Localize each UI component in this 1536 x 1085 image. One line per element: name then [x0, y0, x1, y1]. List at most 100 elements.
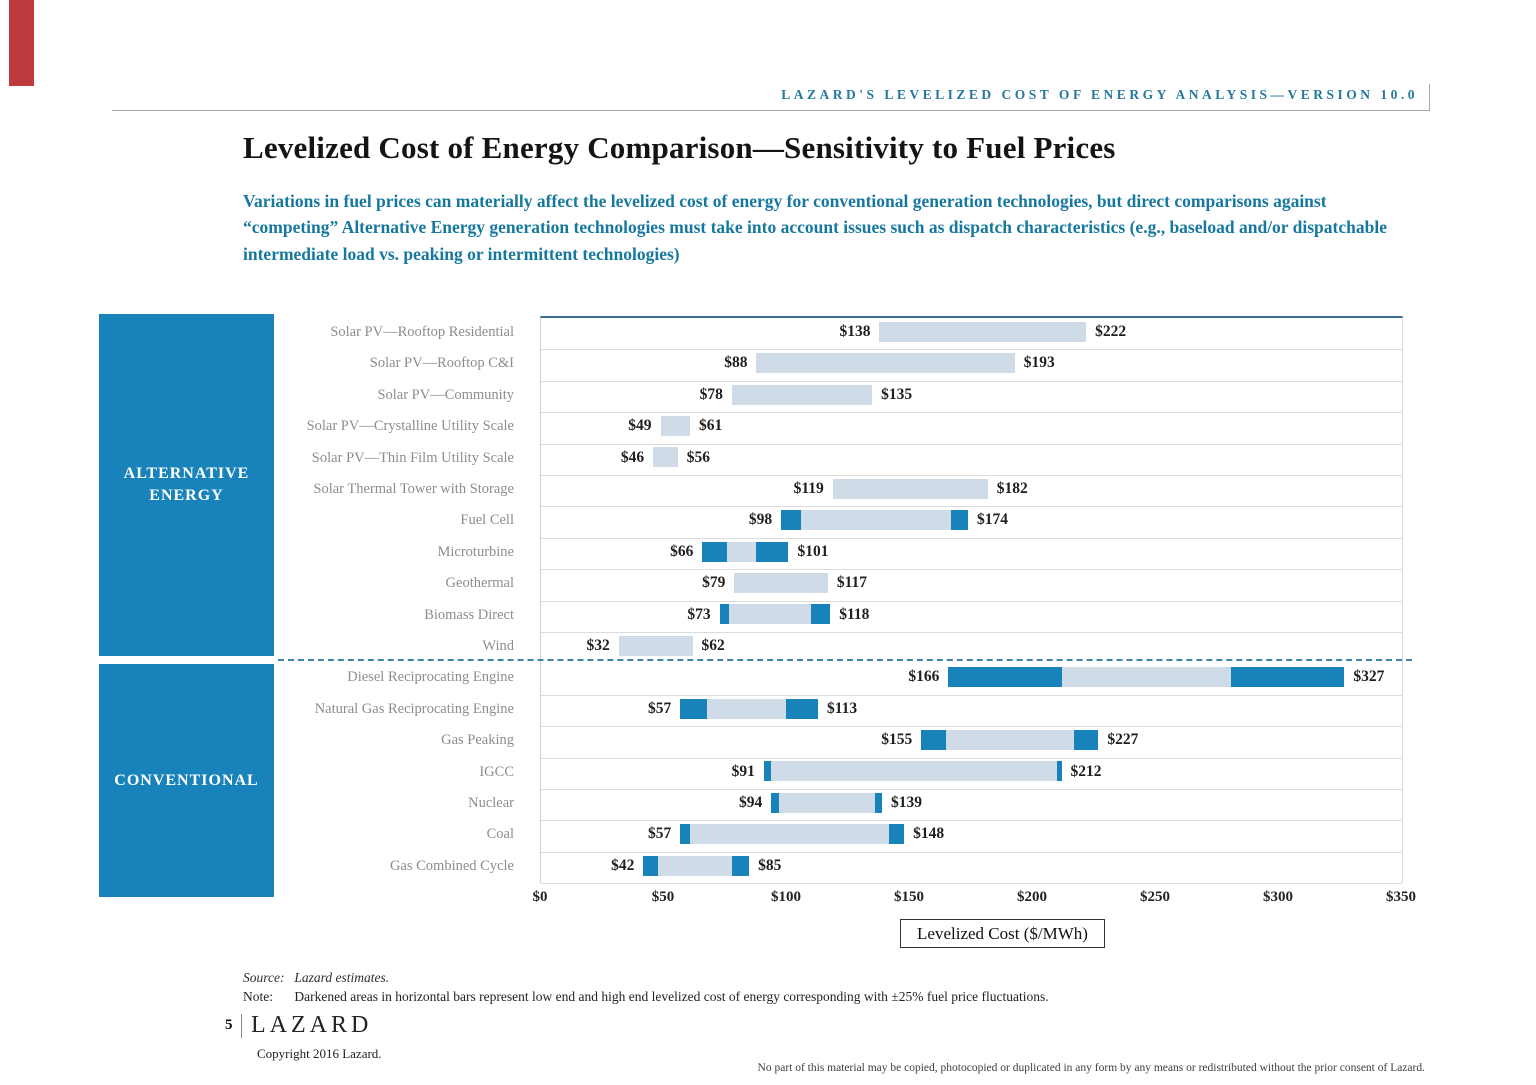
row-separator [541, 820, 1402, 822]
row-separator [541, 412, 1402, 414]
row-separator [541, 851, 1402, 853]
fuel-sensitivity-low-segment [680, 824, 691, 845]
x-axis-tick-label: $350 [1386, 889, 1416, 905]
low-value-label: $32 [586, 637, 610, 654]
low-value-label: $78 [699, 385, 723, 403]
source-line: Source: Lazard estimates. [243, 970, 389, 986]
page-number-divider [241, 1014, 242, 1038]
low-value-label: $79 [702, 574, 726, 592]
fuel-sensitivity-high-segment [874, 792, 882, 813]
range-bar [763, 761, 1062, 782]
note-label: Note: [243, 989, 273, 1004]
high-value-label: $182 [996, 480, 1028, 497]
range-bar [618, 635, 693, 656]
fuel-sensitivity-high-segment [1056, 761, 1062, 782]
section-divider-dashed-line [278, 659, 1412, 661]
row-label: Wind [482, 638, 514, 654]
base-range-segment [756, 353, 1015, 374]
row-label: Microturbine [437, 543, 514, 560]
row-label: IGCC [479, 763, 514, 780]
row-label: Fuel Cell [460, 512, 514, 529]
high-value-label: $148 [913, 825, 945, 843]
row-label: Solar PV—Rooftop C&I [369, 355, 514, 372]
low-value-label: $98 [748, 511, 773, 529]
fuel-sensitivity-low-segment [781, 510, 801, 531]
header-rule [112, 110, 1430, 111]
base-range-segment [658, 855, 732, 876]
range-bar [653, 447, 678, 468]
base-range-segment [690, 824, 890, 845]
page-number: 5 [225, 1017, 233, 1033]
range-bar [643, 855, 750, 876]
low-value-label: $91 [731, 762, 755, 780]
high-value-label: $327 [1353, 668, 1385, 686]
base-range-segment [734, 572, 828, 593]
note-line: Note: Darkened areas in horizontal bars … [243, 989, 1049, 1005]
row-separator [541, 443, 1402, 445]
row-label: Solar PV—Community [377, 386, 514, 403]
report-eyebrow: LAZARD'S LEVELIZED COST OF ENERGY ANALYS… [781, 87, 1418, 102]
x-axis-tick-label: $100 [771, 889, 801, 905]
low-value-label: $138 [839, 323, 871, 340]
fuel-sensitivity-high-segment [786, 698, 818, 719]
fuel-sensitivity-high-segment [1231, 667, 1345, 688]
low-value-label: $66 [670, 542, 694, 560]
fuel-sensitivity-high-segment [889, 824, 905, 845]
lazard-logo: LAZARD [251, 1012, 373, 1038]
base-range-segment [660, 415, 691, 436]
fuel-sensitivity-high-segment [1073, 729, 1099, 750]
row-separator [541, 380, 1402, 382]
x-axis-tick-label: $50 [651, 889, 675, 905]
high-value-label: $113 [826, 699, 858, 717]
low-value-label: $42 [611, 856, 635, 874]
row-separator [541, 600, 1402, 602]
low-value-label: $155 [881, 731, 913, 749]
high-value-label: $174 [977, 511, 1009, 529]
base-range-segment [771, 761, 1057, 782]
fuel-sensitivity-low-segment [643, 855, 659, 876]
base-range-segment [731, 384, 873, 405]
disclaimer-text: No part of this material may be copied, … [757, 1062, 1425, 1074]
fuel-sensitivity-high-segment [731, 855, 750, 876]
fuel-sensitivity-high-segment [950, 510, 969, 531]
page-subtitle: Variations in fuel prices can materially… [243, 191, 1387, 264]
range-bar [948, 667, 1345, 688]
plot-area [540, 316, 1403, 885]
row-separator [541, 349, 1402, 351]
row-label: Nuclear [468, 795, 514, 811]
x-axis-tick-label: $0 [532, 889, 548, 905]
source-text: Lazard estimates. [294, 970, 390, 985]
high-value-label: $85 [758, 856, 782, 874]
range-bar [771, 792, 882, 813]
high-value-label: $227 [1107, 731, 1139, 749]
x-axis-tick-label: $200 [1017, 889, 1047, 905]
high-value-label: $101 [797, 542, 829, 560]
low-value-label: $73 [687, 605, 711, 623]
fuel-sensitivity-high-segment [756, 541, 789, 562]
range-bar [781, 510, 969, 531]
base-range-segment [879, 321, 1087, 342]
high-value-label: $62 [701, 637, 725, 654]
range-bar [719, 604, 831, 625]
row-label: Geothermal [445, 575, 514, 592]
high-value-label: $117 [836, 574, 867, 592]
base-range-segment [618, 635, 693, 656]
row-separator [541, 726, 1402, 728]
base-range-segment [832, 478, 988, 499]
source-label: Source: [243, 970, 285, 985]
base-range-segment [726, 541, 757, 562]
fuel-sensitivity-low-segment [921, 729, 946, 750]
high-value-label: $222 [1095, 323, 1127, 340]
range-bar [832, 478, 988, 499]
base-range-segment [778, 792, 875, 813]
base-range-segment [729, 604, 811, 625]
row-separator [541, 694, 1402, 696]
row-label: Natural Gas Reciprocating Engine [314, 700, 514, 717]
row-separator [541, 757, 1402, 759]
range-bar [680, 698, 818, 719]
row-label: Gas Peaking [441, 732, 514, 749]
fuel-sensitivity-low-segment [948, 667, 1062, 688]
low-value-label: $88 [724, 354, 748, 372]
row-separator [541, 789, 1402, 790]
